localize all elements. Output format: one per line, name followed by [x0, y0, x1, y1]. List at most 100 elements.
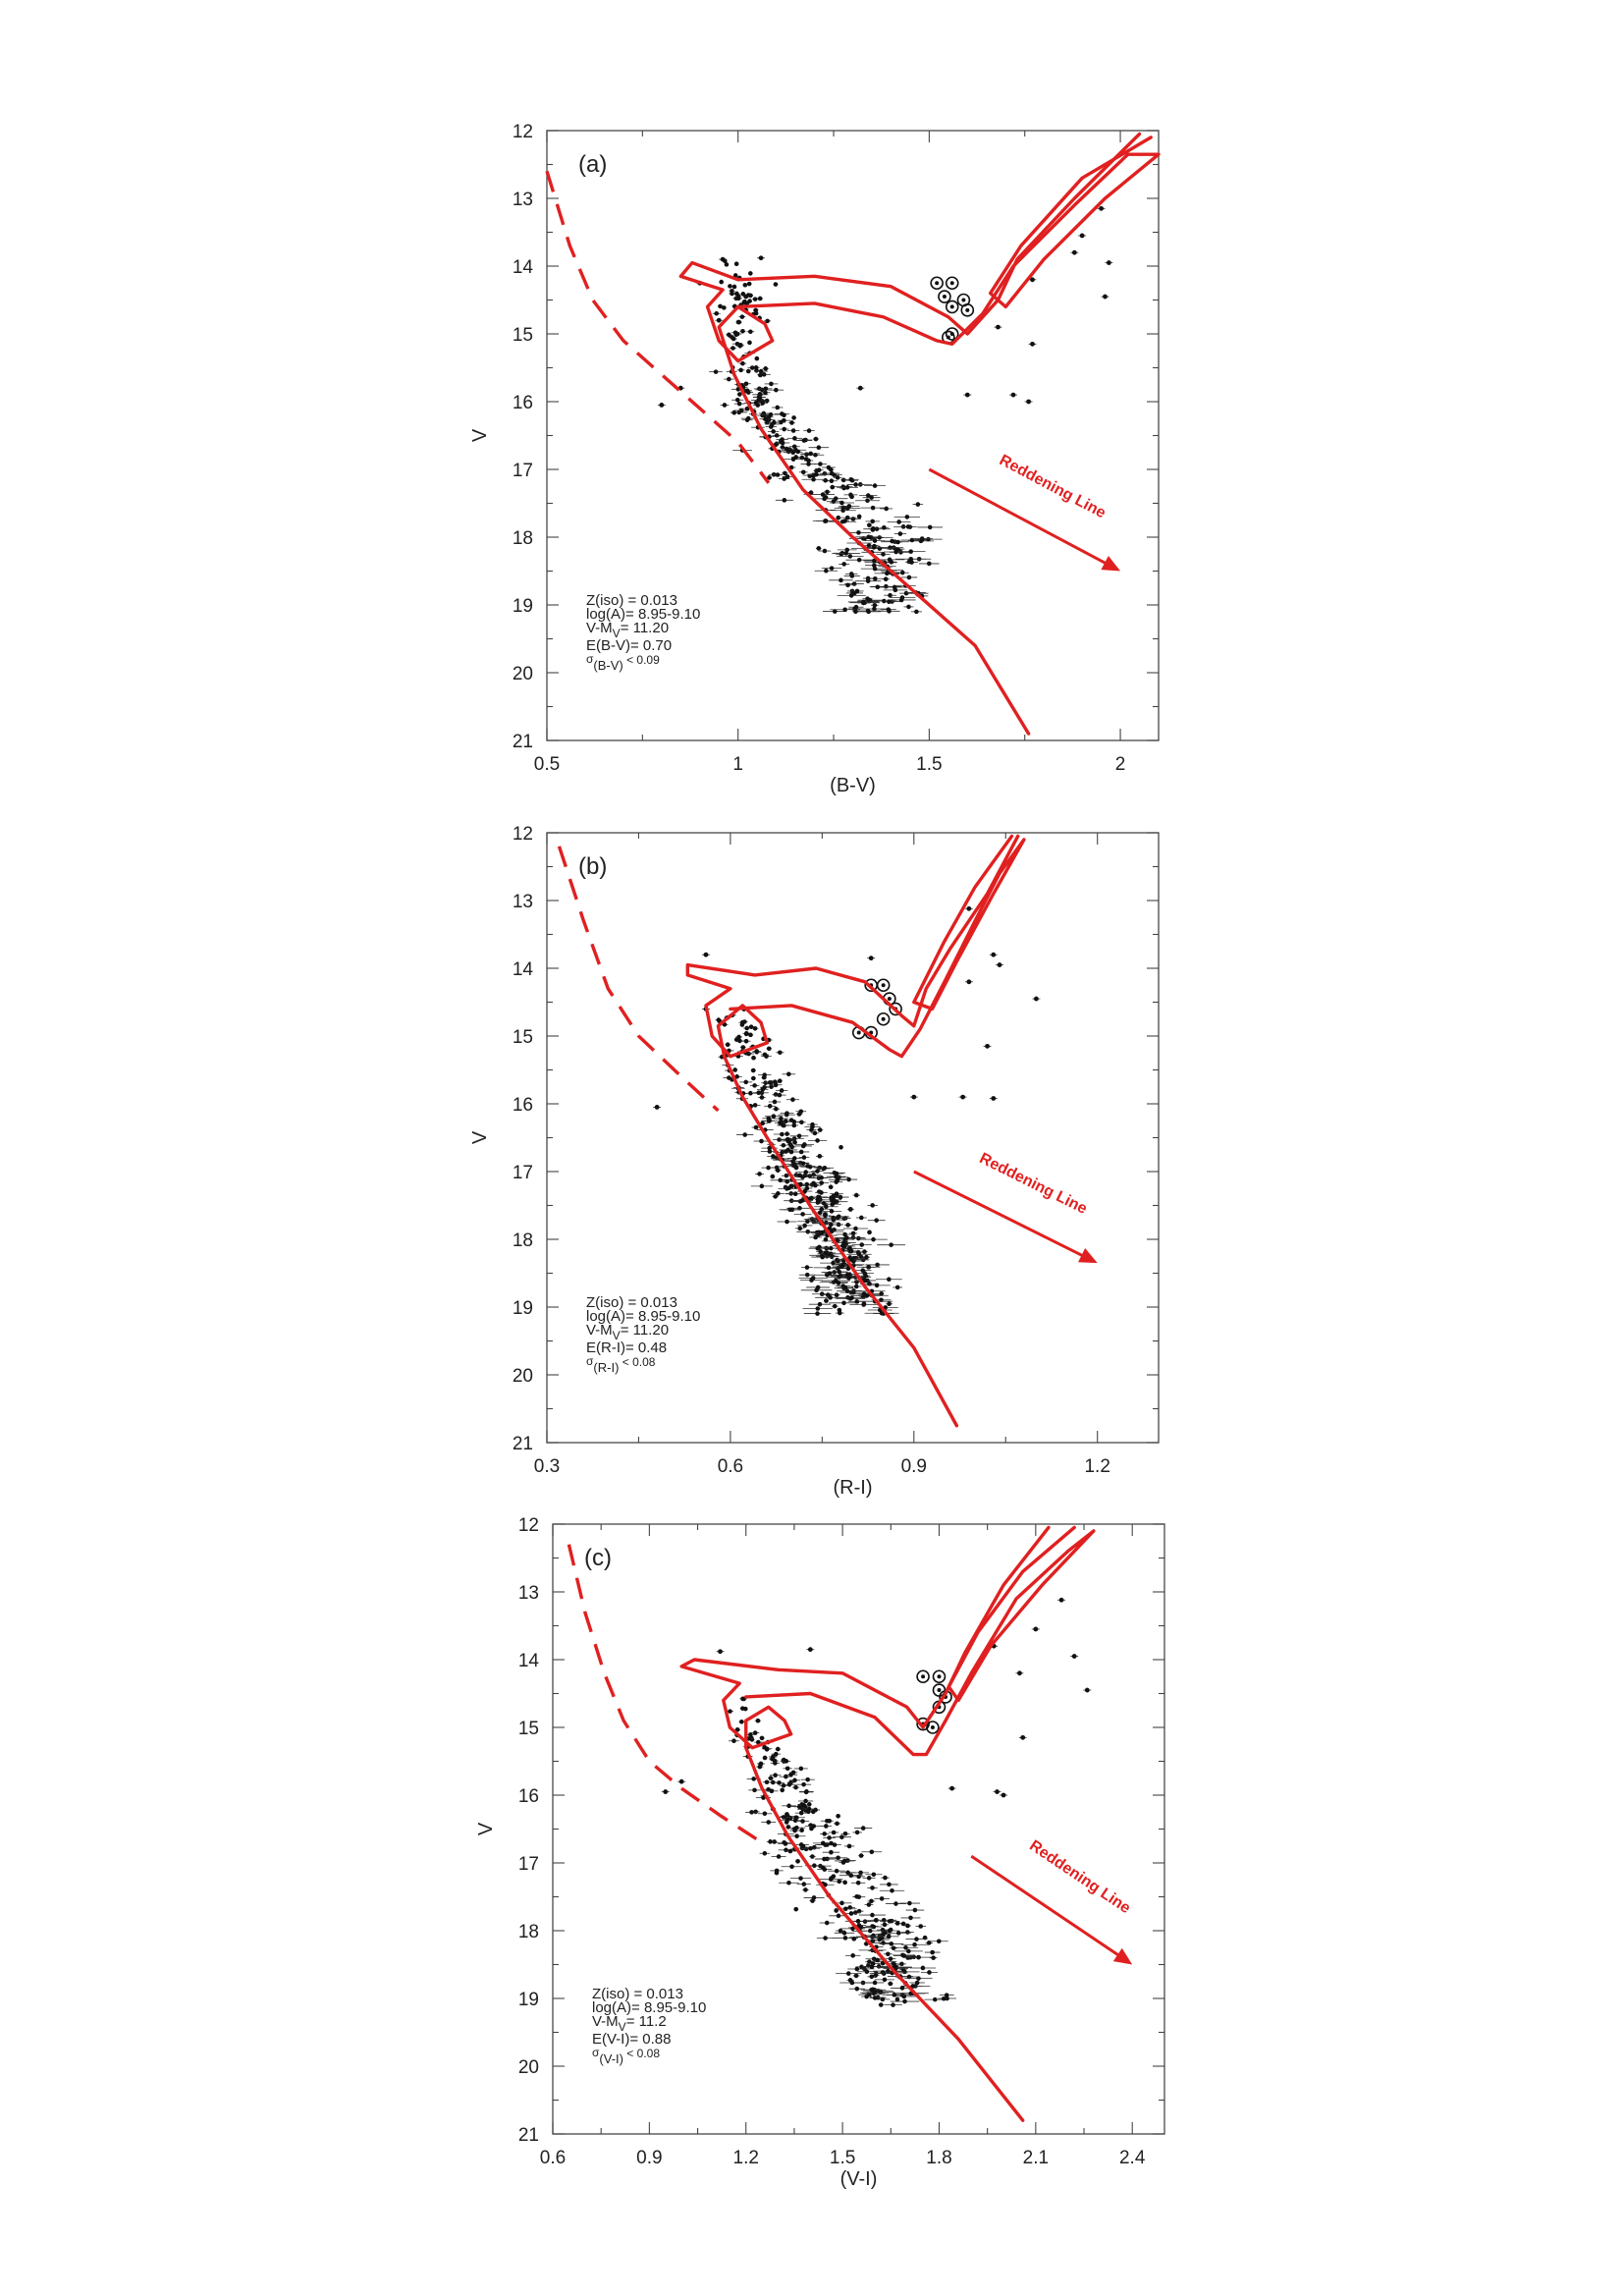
field-star: [985, 1043, 990, 1049]
cluster-star: [748, 329, 753, 335]
cluster-star: [760, 1087, 766, 1092]
cluster-star: [822, 1856, 827, 1862]
giant-star-ring: [938, 290, 951, 303]
cluster-star: [897, 531, 903, 536]
cluster-star: [838, 1194, 843, 1200]
param-dm-prefix: V-M: [586, 620, 613, 636]
cluster-star: [739, 1719, 744, 1724]
cluster-star: [792, 1163, 797, 1169]
cluster-star: [742, 1706, 748, 1712]
cluster-star: [800, 1161, 806, 1167]
cluster-star: [740, 328, 745, 334]
cluster-star: [790, 1770, 796, 1776]
cluster-star: [835, 1177, 840, 1182]
isochrone-line-outer: [744, 1525, 1096, 1757]
cluster-star: [882, 524, 887, 530]
cluster-star: [834, 1171, 839, 1176]
cluster-star: [835, 1821, 839, 1827]
cluster-star: [870, 1886, 875, 1890]
panel-b: 12 13 14 15 16 17 18 19 20 210.3 0.6 0.9 1.2 (R-I) V (b…: [469, 824, 1160, 1499]
cluster-star: [759, 1138, 764, 1144]
giant-star: [935, 281, 940, 286]
cluster-star: [866, 543, 872, 548]
field-star: [1010, 392, 1016, 398]
cluster-star: [858, 1853, 864, 1858]
cluster-star: [890, 1887, 894, 1893]
cluster-star: [854, 1966, 860, 1972]
cluster-star: [744, 406, 750, 411]
cluster-star: [847, 1255, 853, 1260]
cluster-star: [754, 1049, 759, 1054]
cluster-star: [789, 1864, 794, 1870]
cluster-star: [813, 436, 819, 442]
cluster-star: [801, 438, 807, 443]
cluster-star: [829, 566, 835, 571]
cluster-star: [767, 475, 772, 480]
cluster-star: [892, 1962, 897, 1968]
cluster-star: [745, 415, 751, 421]
cluster-star: [837, 1307, 842, 1313]
cluster-star: [815, 1197, 821, 1202]
y-tick-label: 18: [518, 1922, 539, 1942]
x-axis-label: (R-I): [834, 1477, 873, 1499]
param-sigma-sub: (B-V): [593, 658, 622, 673]
cluster-star: [889, 1242, 893, 1247]
cluster-star: [821, 1840, 826, 1846]
cluster-star: [773, 1773, 778, 1777]
cluster-star: [919, 537, 925, 543]
cluster-star: [767, 1149, 773, 1154]
cluster-star: [790, 450, 796, 456]
cluster-star: [817, 1244, 822, 1250]
giant-star: [961, 298, 966, 302]
cluster-star: [817, 1301, 823, 1307]
field-star: [991, 1096, 997, 1101]
cluster-star: [730, 336, 736, 342]
cluster-star: [764, 1779, 770, 1785]
cluster-star: [774, 441, 780, 447]
cluster-star: [846, 1246, 852, 1251]
zams-dashed-line: [567, 1544, 764, 1844]
cluster-star: [887, 609, 892, 614]
cluster-star: [842, 607, 847, 613]
isochrone-line-outer: [729, 834, 1026, 1059]
cluster-star: [733, 1037, 739, 1042]
cluster-star: [806, 428, 812, 433]
cluster-star: [745, 368, 751, 374]
cluster-star: [829, 1849, 834, 1855]
giant-star: [949, 281, 954, 286]
cluster-star: [751, 1075, 756, 1081]
cluster-star: [743, 1031, 749, 1037]
cluster-star: [926, 561, 932, 567]
cluster-star: [836, 1281, 841, 1285]
cluster-star: [825, 489, 830, 495]
cluster-star: [883, 1875, 888, 1881]
cluster-star: [871, 1236, 876, 1242]
param-dm-prefix: V-M: [586, 1322, 613, 1339]
param-z: Z(iso) = 0.013: [592, 1986, 683, 2002]
cluster-star: [805, 1164, 810, 1169]
cluster-star: [748, 1090, 753, 1096]
cluster-star: [768, 411, 774, 417]
field-star: [1030, 277, 1035, 283]
cluster-star: [927, 524, 933, 530]
cluster-star: [719, 279, 724, 285]
cluster-star: [780, 1787, 784, 1793]
cluster-star: [815, 1306, 821, 1311]
cluster-star: [856, 1874, 861, 1880]
cluster-star: [914, 1980, 920, 1986]
y-tick-label: 14: [513, 257, 534, 278]
cluster-star: [910, 1984, 916, 1989]
cluster-star: [811, 1824, 817, 1829]
cluster-star: [846, 504, 852, 509]
cluster-star: [854, 1830, 860, 1835]
cluster-star: [914, 609, 919, 615]
cluster-star: [804, 1272, 810, 1278]
cluster-star: [906, 1974, 912, 1980]
cluster-star: [848, 1873, 854, 1879]
cluster-star: [804, 1185, 810, 1191]
cluster-star: [769, 381, 774, 387]
y-tick-label: 17: [513, 1163, 533, 1183]
cluster-star: [763, 386, 769, 392]
cluster-star: [888, 592, 893, 598]
cluster-star: [784, 1149, 788, 1154]
